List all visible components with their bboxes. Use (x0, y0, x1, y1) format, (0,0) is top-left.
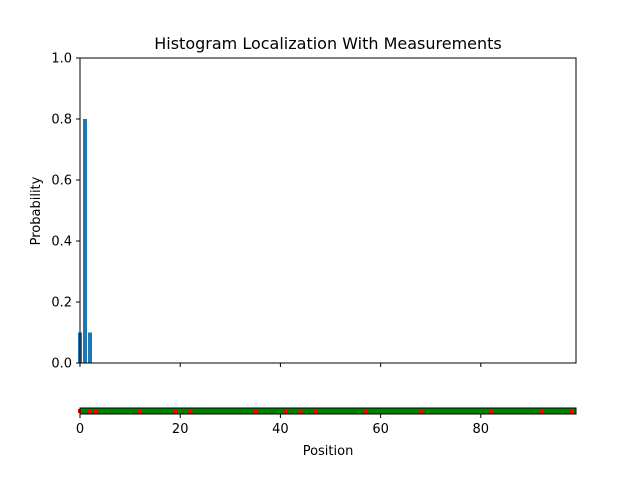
x-axis-label: Position (303, 444, 354, 459)
measurement-marker-12 (138, 409, 143, 413)
measurement-marker-82 (488, 409, 493, 413)
measurement-marker-47 (313, 409, 318, 413)
y-axis-ticks: 0.0 0.2 0.4 0.6 0.8 1.0 (51, 52, 80, 372)
y-tick-label: 0.4 (51, 235, 72, 250)
bar-2 (88, 332, 93, 363)
measurement-marker-22 (188, 409, 193, 413)
x-axis-ticks-strip: 0 20 40 60 80 (76, 414, 489, 437)
x-tick-label: 40 (272, 422, 289, 437)
x-tick-label: 0 (76, 422, 84, 437)
main-plot-frame (79, 57, 577, 364)
y-axis-label: Probability (29, 176, 44, 245)
measurement-marker-3 (93, 409, 98, 413)
measurement-marker-68 (418, 409, 423, 413)
measurement-strip-frame (79, 407, 577, 415)
measurement-strip-base (80, 408, 576, 414)
measurement-marker-2 (88, 409, 93, 413)
bar-1 (83, 119, 88, 363)
measurement-marker-92 (538, 409, 543, 413)
main-plot-area (80, 58, 576, 363)
y-tick-label: 0.6 (51, 174, 72, 189)
y-tick-label: 1.0 (51, 52, 72, 67)
measurement-marker-98 (568, 409, 573, 413)
measurement-marker-19 (173, 409, 178, 413)
x-tick-label: 80 (473, 422, 490, 437)
measurement-marker-57 (363, 409, 368, 413)
chart-title: Histogram Localization With Measurements (154, 34, 502, 53)
y-tick-label: 0.8 (51, 113, 72, 128)
x-tick-label: 60 (372, 422, 389, 437)
measurement-marker-41 (283, 409, 288, 413)
measurement-marker-44 (298, 409, 303, 413)
x-tick-label: 20 (172, 422, 189, 437)
y-tick-label: 0.0 (51, 357, 72, 372)
y-tick-label: 0.2 (51, 296, 72, 311)
x-axis-ticks-main (79, 363, 482, 367)
measurement-marker-35 (253, 409, 258, 413)
